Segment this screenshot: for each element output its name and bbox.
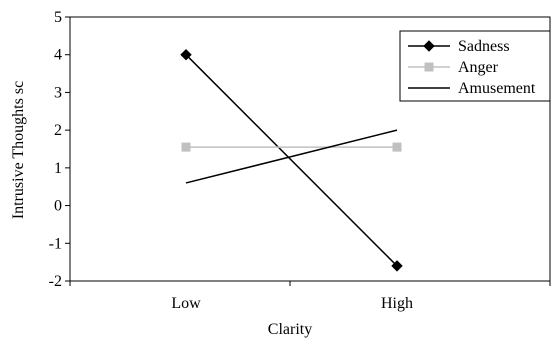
y-tick-label: 5 [54,9,62,26]
x-tick-label: Low [171,295,201,312]
series-layer [180,49,403,272]
y-axis-ticks: 5 4 3 2 1 0 -1 -2 [49,9,70,290]
y-axis-label: Intrusive Thoughts sc [10,81,27,219]
series-sadness [180,49,403,272]
legend-sadness-label: Sadness [458,38,510,55]
series-anger-point [392,142,402,152]
plot-area [69,16,551,282]
y-tick-label: -1 [49,235,62,252]
y-tick-label: 4 [54,47,62,64]
y-tick-label: 0 [54,198,62,215]
series-sadness-point [391,260,403,272]
x-tick-label: High [381,295,413,312]
series-sadness-point [180,49,192,61]
legend-anger-label: Anger [458,59,499,76]
series-anger-point [181,142,191,152]
x-axis-label: Clarity [268,321,312,338]
y-tick-label: 1 [54,160,62,177]
legend-box [399,30,551,102]
x-axis-ticks: Low High [69,281,551,312]
y-tick-label: -2 [49,273,62,290]
y-tick-label: 3 [54,84,62,101]
legend-amusement-label: Amusement [458,80,536,97]
legend-anger-point [424,62,434,72]
series-anger [181,142,402,152]
series-amusement [185,129,398,184]
legend: Sadness Anger Amusement [399,30,551,102]
y-tick-label: 2 [54,122,62,139]
series-sadness-line [185,54,398,267]
legend-sadness-point [423,40,435,52]
series-amusement-line [185,129,398,184]
